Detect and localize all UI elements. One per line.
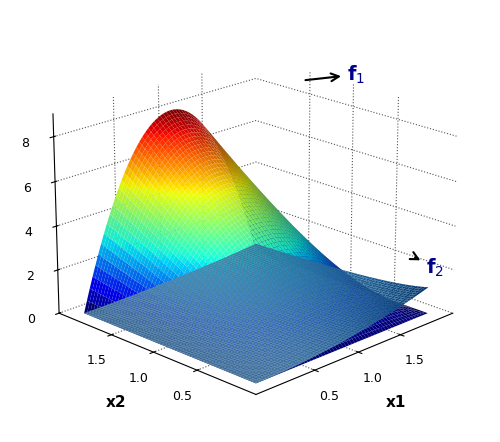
Text: f$_2$: f$_2$ xyxy=(410,252,444,279)
Text: f$_1$: f$_1$ xyxy=(306,64,364,86)
X-axis label: x1: x1 xyxy=(386,395,406,410)
Y-axis label: x2: x2 xyxy=(106,395,126,410)
